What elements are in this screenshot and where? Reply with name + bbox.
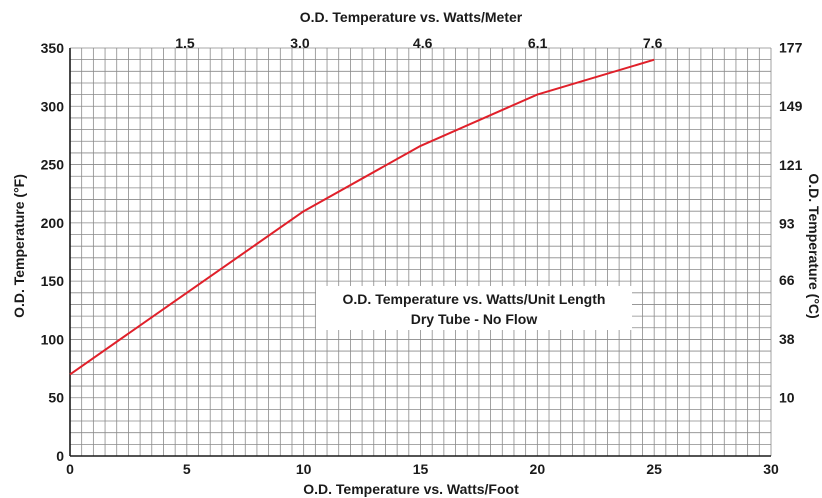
y-tick-label: 200 xyxy=(41,215,65,231)
y-axis-title: O.D. Temperature (°F) xyxy=(11,174,27,318)
series-layer xyxy=(69,58,655,376)
x-tick-label: 0 xyxy=(66,461,74,477)
x-tick-label: 5 xyxy=(183,461,191,477)
y-tick-label: 250 xyxy=(41,157,65,173)
y-tick-label: 300 xyxy=(41,98,65,114)
right-tick-label: 121 xyxy=(779,157,803,173)
grid-lines xyxy=(69,47,772,457)
top-tick-label: 6.1 xyxy=(528,35,548,51)
top-tick-label: 3.0 xyxy=(290,35,310,51)
right-tick-label: 149 xyxy=(779,98,803,114)
right-tick-label: 10 xyxy=(779,390,795,406)
top-tick-label: 4.6 xyxy=(413,35,433,51)
x-tick-label: 10 xyxy=(296,461,312,477)
y-tick-label: 150 xyxy=(41,273,65,289)
right-tick-label: 177 xyxy=(779,39,803,55)
y-tick-label: 0 xyxy=(56,448,64,464)
top-tick-label: 1.5 xyxy=(175,35,195,51)
series-line xyxy=(69,58,655,376)
y-tick-label: 100 xyxy=(41,331,65,347)
right-tick-label: 38 xyxy=(779,331,795,347)
x-axis-title: O.D. Temperature vs. Watts/Foot xyxy=(303,481,519,497)
y-axis-right-title: O.D. Temperature (°C) xyxy=(806,173,822,318)
annotation-line-1: O.D. Temperature vs. Watts/Unit Length xyxy=(343,291,606,307)
annotation-line-2: Dry Tube - No Flow xyxy=(411,311,538,327)
y-tick-label: 350 xyxy=(41,40,65,56)
x-tick-label: 15 xyxy=(413,461,429,477)
x-tick-label: 25 xyxy=(646,461,662,477)
annotation-background xyxy=(316,286,632,330)
right-tick-label: 66 xyxy=(779,272,795,288)
x-tick-label: 30 xyxy=(763,461,779,477)
y-tick-label: 50 xyxy=(48,390,64,406)
annotation-box: O.D. Temperature vs. Watts/Unit Length D… xyxy=(316,286,632,330)
right-tick-label: 93 xyxy=(779,216,795,232)
top-axis-title: O.D. Temperature vs. Watts/Meter xyxy=(300,9,523,25)
x-tick-label: 20 xyxy=(530,461,546,477)
top-tick-label: 7.6 xyxy=(643,35,663,51)
